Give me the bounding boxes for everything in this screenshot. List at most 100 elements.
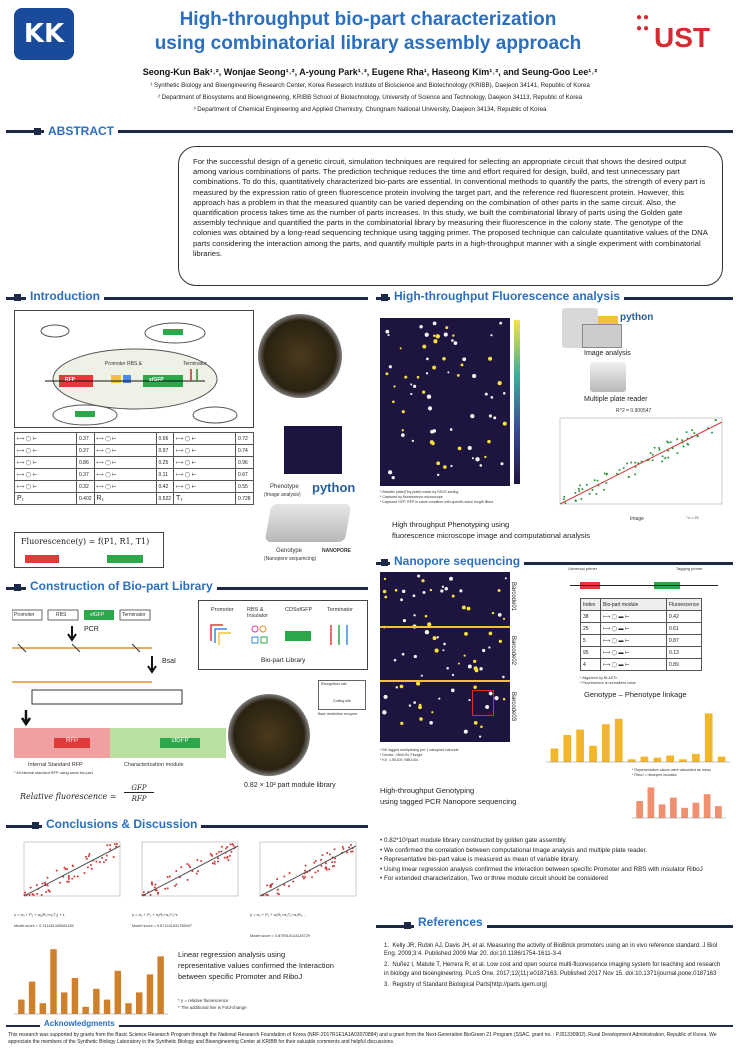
scatter-point bbox=[661, 455, 664, 458]
scatter-point bbox=[173, 885, 176, 888]
plot-frame bbox=[559, 417, 723, 505]
colony-dot bbox=[422, 344, 427, 349]
colony-dot bbox=[421, 579, 425, 583]
colony-dot bbox=[385, 372, 389, 376]
genotype-label: Genotype bbox=[276, 548, 303, 554]
phenotype-label: Phenotype bbox=[270, 484, 299, 490]
nanopore-marker bbox=[381, 559, 388, 566]
scatter-point bbox=[151, 883, 154, 886]
bar bbox=[550, 748, 559, 762]
scatter-point bbox=[150, 882, 153, 885]
scatter-point bbox=[711, 431, 714, 434]
colony-dot bbox=[412, 594, 416, 598]
colony-dot bbox=[424, 630, 430, 635]
colony-dot bbox=[391, 475, 395, 480]
colony-dot bbox=[462, 357, 467, 362]
bullet-item: • For extended characterization, Two or … bbox=[380, 875, 608, 882]
scatter-point bbox=[156, 892, 159, 895]
scatter-point bbox=[29, 886, 32, 889]
expression-construct: RFP sfGFP bbox=[14, 728, 230, 758]
value-cell: 0.402 bbox=[76, 492, 95, 505]
colony-dot bbox=[429, 588, 433, 592]
colony-dot bbox=[394, 588, 398, 592]
scatter-point bbox=[321, 854, 324, 857]
selected-colony-box[interactable] bbox=[472, 690, 494, 716]
colony-dot bbox=[419, 717, 423, 721]
scatter-point bbox=[35, 884, 38, 887]
bar bbox=[589, 745, 597, 762]
scatter-point bbox=[622, 467, 625, 470]
bar bbox=[692, 753, 700, 762]
colony-dot bbox=[474, 668, 479, 673]
scatter-point bbox=[223, 856, 226, 859]
scatter-point bbox=[349, 850, 352, 853]
regression-plot-1 bbox=[23, 841, 121, 897]
scatter-point bbox=[195, 872, 198, 875]
table-row-index: 5 bbox=[580, 634, 601, 647]
colony-dot bbox=[392, 400, 395, 404]
scatter-point bbox=[153, 886, 156, 889]
bar bbox=[103, 999, 111, 1014]
scatter-point bbox=[331, 865, 334, 868]
scatter-point bbox=[112, 856, 115, 859]
scatter-point bbox=[328, 853, 331, 856]
colony-dot bbox=[479, 667, 483, 671]
row-label: R₁ bbox=[93, 492, 157, 505]
bar bbox=[627, 759, 636, 762]
intro-bar bbox=[6, 297, 368, 300]
plot-frame bbox=[141, 841, 239, 897]
scatter-point bbox=[113, 843, 116, 845]
scatter-point bbox=[574, 492, 577, 495]
scatter-point bbox=[667, 449, 670, 452]
construction-marker bbox=[14, 584, 21, 591]
scatter-point bbox=[634, 473, 637, 476]
plate-reader-image bbox=[590, 362, 626, 392]
scatter-point bbox=[196, 870, 199, 873]
fit-line bbox=[559, 421, 723, 505]
scatter-point bbox=[682, 445, 685, 448]
genotype-sub: (Nanopore sequencing) bbox=[264, 556, 317, 562]
colony-dot bbox=[401, 589, 406, 594]
rfp-gene-icon bbox=[25, 555, 59, 563]
colony-dot bbox=[463, 729, 468, 734]
scatter-point bbox=[83, 872, 86, 875]
colorbar bbox=[514, 320, 520, 484]
scatter-point bbox=[651, 459, 654, 462]
scatter-point bbox=[196, 858, 199, 861]
foldchange-bar-chart bbox=[632, 787, 726, 819]
bullet-item: • Representative bio-part value is measu… bbox=[380, 856, 580, 863]
scatter-point bbox=[189, 866, 192, 869]
value-cell: 0.66 bbox=[155, 432, 175, 445]
references-bar bbox=[376, 925, 733, 928]
bar bbox=[39, 1003, 46, 1014]
plot-frame bbox=[259, 841, 357, 897]
fit-line bbox=[23, 845, 121, 897]
colony-dot bbox=[438, 697, 441, 700]
colony-dot bbox=[415, 681, 421, 686]
bar bbox=[658, 804, 666, 818]
scatter-point bbox=[276, 888, 279, 891]
scatter-point bbox=[314, 859, 317, 862]
colony-dot bbox=[435, 334, 441, 339]
colony-dot bbox=[449, 428, 453, 431]
scatter-point bbox=[209, 852, 212, 855]
scatter-point bbox=[231, 843, 234, 845]
abstract-bar bbox=[6, 130, 733, 133]
affiliation-3: ³ Department of Chemical Engineering and… bbox=[193, 106, 547, 113]
poster-title: High-throughput bio-part characterizatio… bbox=[154, 9, 582, 54]
part-label-terminator: Terminator bbox=[122, 612, 146, 618]
scatter-point bbox=[164, 887, 167, 890]
scatter-point bbox=[84, 855, 87, 858]
kribb-logo: KK bbox=[14, 8, 74, 60]
scatter-point bbox=[191, 870, 194, 873]
colony-dot bbox=[470, 413, 475, 419]
scatter-point bbox=[324, 862, 327, 865]
scatter-point bbox=[333, 848, 336, 851]
scatter-point bbox=[276, 878, 279, 881]
scatter-point bbox=[320, 858, 323, 861]
table-row-index: 38 bbox=[580, 610, 601, 623]
cutting-site-label: Cutting site bbox=[333, 699, 351, 703]
scatter-point bbox=[634, 461, 637, 464]
representative-notes: * Representative values were calculated … bbox=[632, 768, 711, 777]
scatter-point bbox=[664, 457, 667, 460]
